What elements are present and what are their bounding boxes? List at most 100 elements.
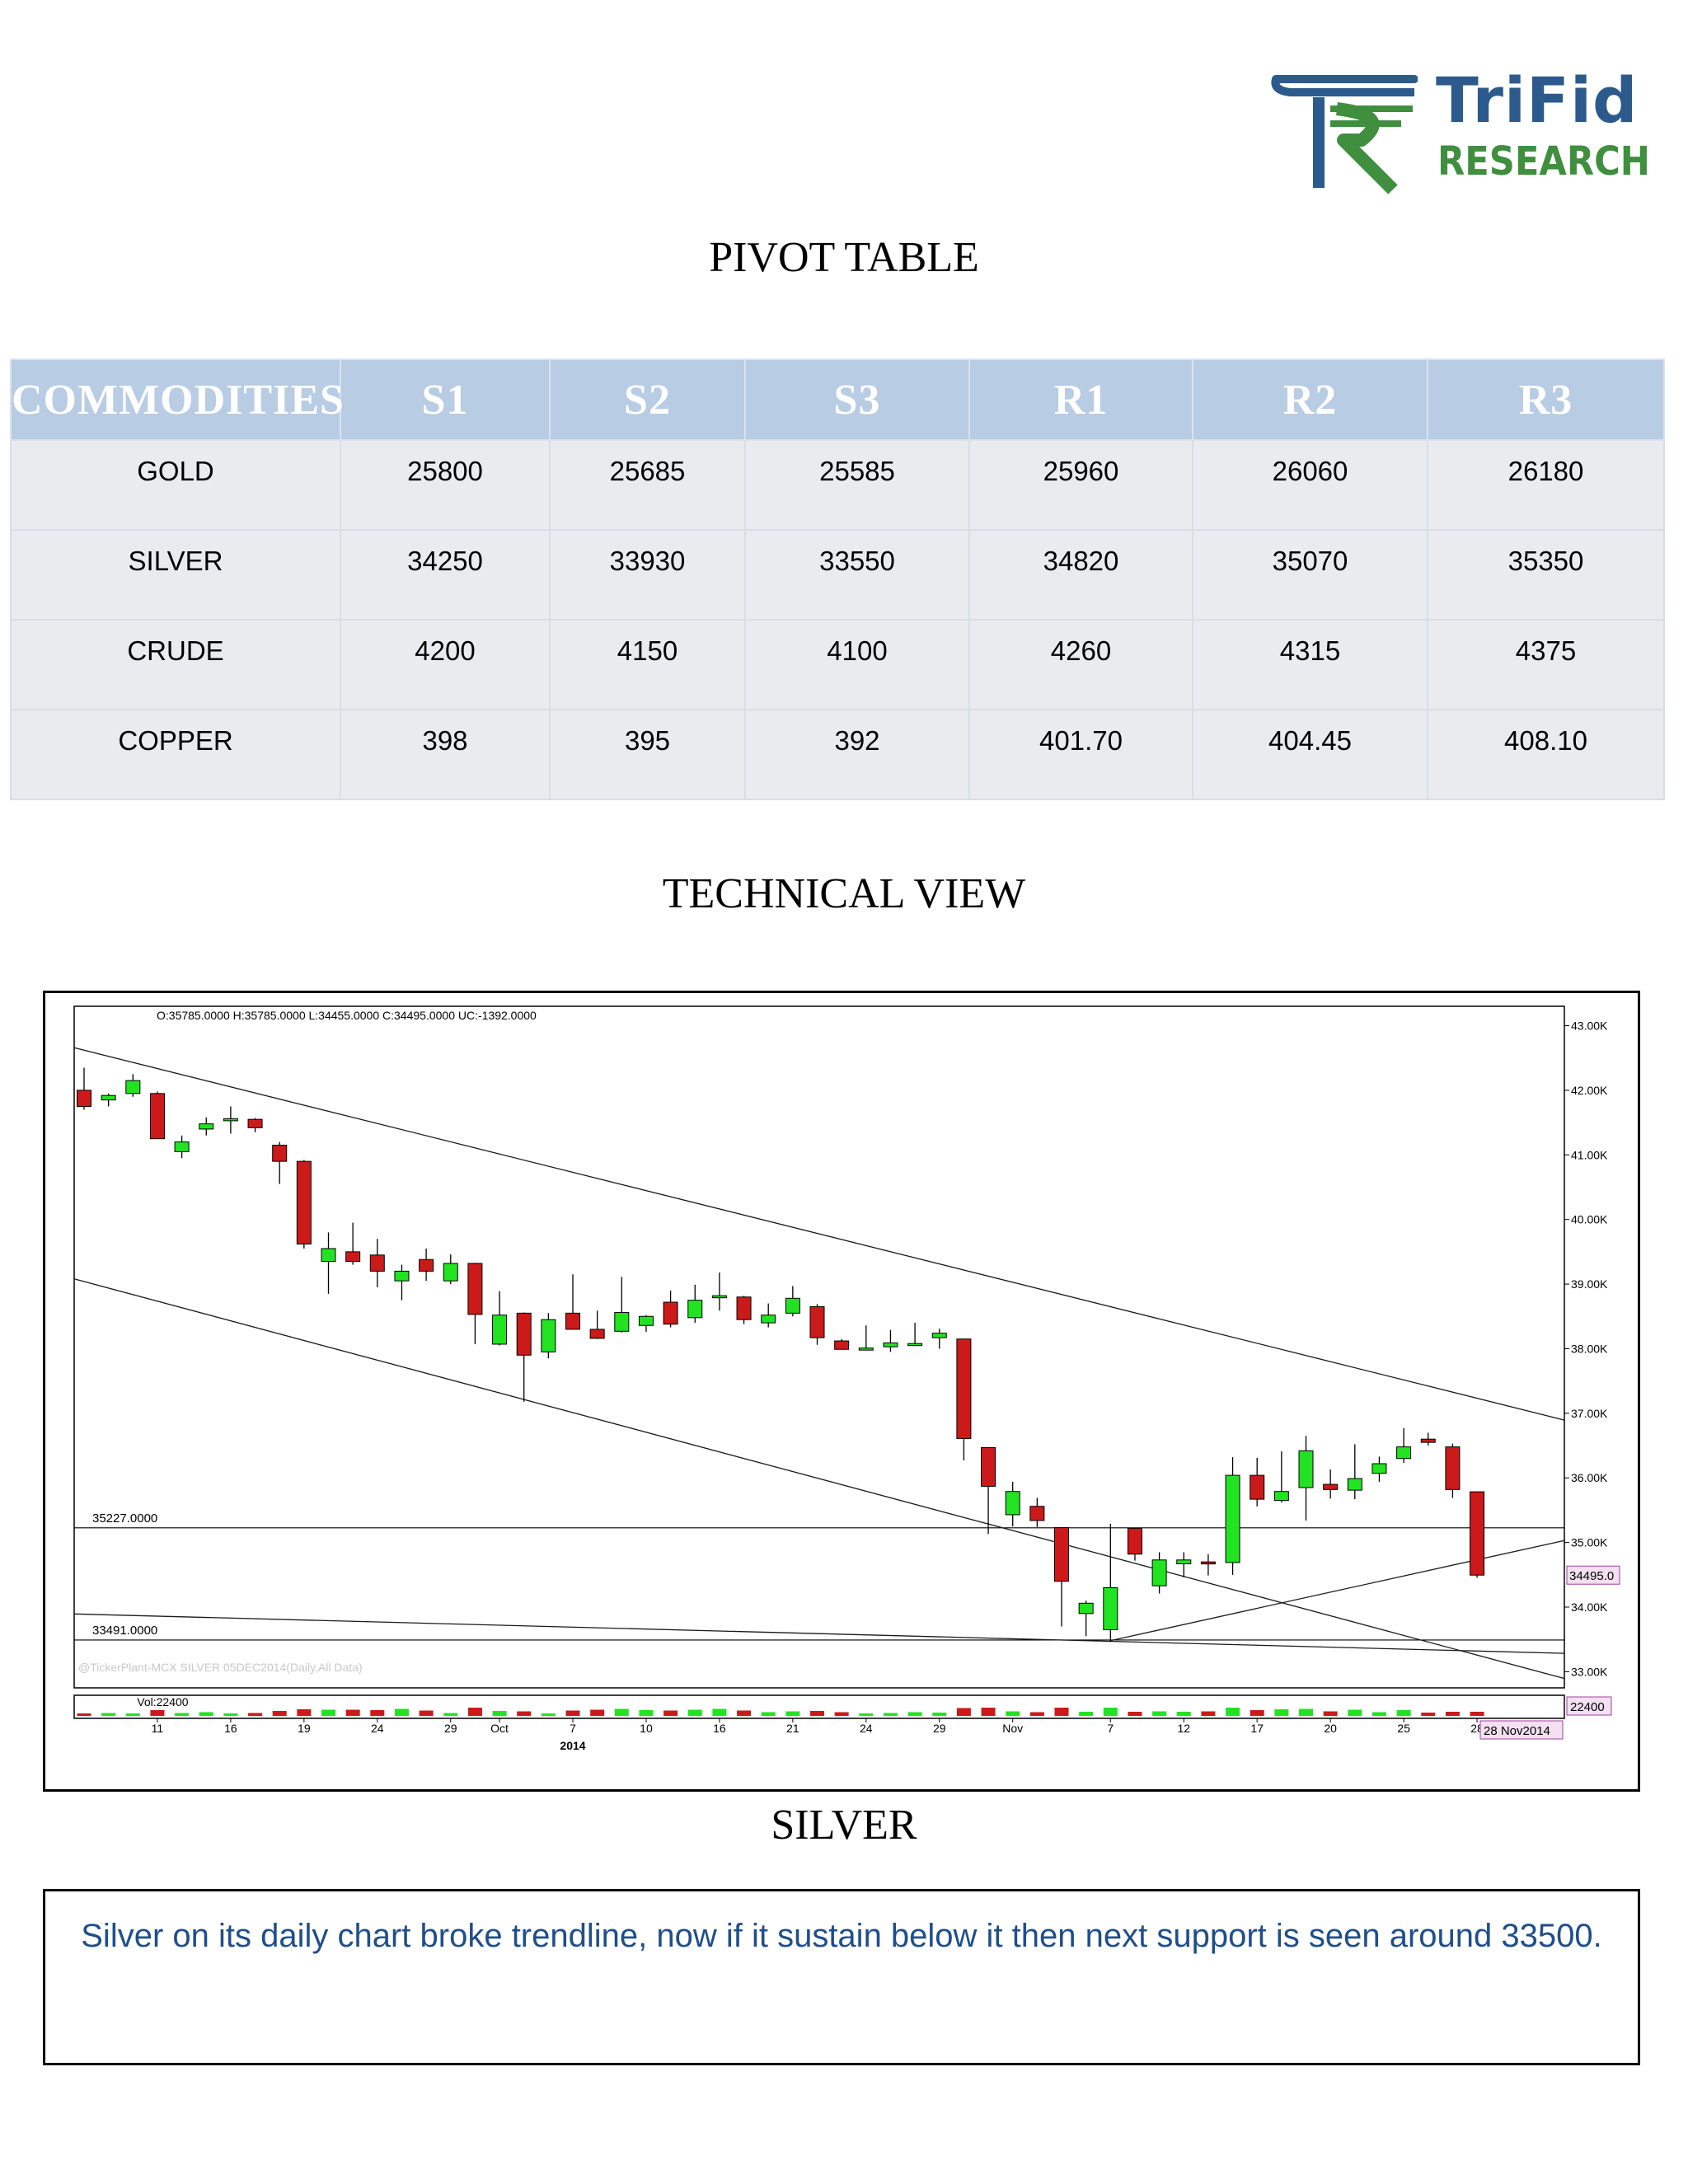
volume-bar [150, 1710, 165, 1716]
candle-body [589, 1329, 605, 1339]
volume-bar [614, 1708, 629, 1716]
candle-body [711, 1295, 727, 1299]
x-tick-label: 29 [933, 1722, 946, 1735]
volume-bar [1006, 1711, 1020, 1716]
candle-body [1420, 1438, 1436, 1443]
column-header-commodities: COMMODITIES [10, 359, 344, 441]
x-tick-label: 21 [786, 1722, 799, 1735]
column-header-s1: S1 [340, 359, 551, 441]
volume-bar [1348, 1709, 1362, 1716]
volume-bar [810, 1711, 824, 1716]
candle-body [931, 1333, 947, 1338]
s2-value: 4150 [549, 619, 746, 710]
x-tick-label: 24 [371, 1722, 384, 1735]
last-price-box [1566, 1565, 1620, 1585]
volume-bar [1372, 1712, 1386, 1716]
volume-bar [248, 1713, 263, 1716]
price-panel [73, 1005, 1565, 1689]
y-tick-label: 37.00K [1571, 1407, 1608, 1420]
candle-body [1470, 1491, 1485, 1576]
candle-body [77, 1090, 91, 1108]
candle-body [565, 1312, 580, 1330]
volume-bar [1226, 1708, 1240, 1716]
candle-body [199, 1123, 214, 1130]
candle-body [443, 1263, 458, 1282]
volume-bar [761, 1712, 776, 1716]
volume-bar [272, 1711, 287, 1716]
volume-bar [419, 1710, 434, 1716]
x-tick-label: 7 [570, 1722, 576, 1735]
candle-body [883, 1342, 898, 1347]
s2-value: 25685 [549, 439, 746, 531]
s3-value: 4100 [744, 619, 970, 710]
x-tick-label: 17 [1250, 1722, 1264, 1735]
silver-chart-frame: 43.00K 42.00K 41.00K 40.00K 39.00K 38.00K 37.0… [43, 991, 1640, 1792]
volume-bar [1323, 1711, 1338, 1716]
pivot-table: COMMODITIES S1 S2 S3 R1 R2 R3 GOLD 25800… [10, 359, 1665, 800]
volume-bar [1152, 1711, 1167, 1716]
s1-value: 398 [340, 709, 551, 800]
volume-bar [1250, 1710, 1264, 1716]
technical-comment: Silver on its daily chart broke trendlin… [81, 1918, 1602, 1954]
volume-bar [297, 1709, 312, 1716]
x-tick-label: 24 [860, 1722, 873, 1735]
candle-body [663, 1301, 678, 1325]
candle-body [296, 1160, 312, 1244]
trifid-logo: TriFid RESEARCH [1269, 69, 1650, 196]
column-header-s2: S2 [549, 359, 746, 441]
volume-bar [785, 1711, 800, 1716]
r3-value: 35350 [1427, 529, 1665, 621]
volume-bar [1079, 1712, 1094, 1716]
candle-body [1029, 1506, 1045, 1521]
technical-comment-box: Silver on its daily chart broke trendlin… [43, 1889, 1640, 2065]
volume-bar [663, 1710, 678, 1716]
volume-bar [492, 1711, 507, 1716]
s1-value: 25800 [340, 439, 551, 531]
candle-body [174, 1141, 190, 1152]
y-tick-label: 34.00K [1571, 1601, 1608, 1614]
volume-bar [907, 1712, 922, 1716]
logo-subtitle: RESEARCH [1437, 138, 1650, 185]
volume-bar [639, 1710, 654, 1716]
r1-value: 34820 [968, 529, 1193, 621]
volume-bar [712, 1708, 727, 1716]
candle-body [101, 1094, 116, 1101]
volume-bar [834, 1712, 849, 1716]
s3-value: 33550 [744, 529, 970, 621]
volume-value-label: 22400 [1570, 1700, 1605, 1714]
candle-body [541, 1319, 556, 1352]
pivot-header-row: COMMODITIES S1 S2 S3 R1 R2 R3 [10, 359, 1665, 441]
y-tick-label: 43.00K [1571, 1019, 1608, 1033]
volume-bar [175, 1713, 190, 1716]
commodity-name: COPPER [10, 709, 341, 800]
commodity-name: SILVER [10, 529, 341, 621]
volume-bar [1054, 1708, 1069, 1716]
candle-body [419, 1258, 434, 1272]
volume-bar [199, 1712, 213, 1716]
candle-body [981, 1446, 996, 1487]
s3-value: 392 [744, 709, 970, 800]
candle-body [1250, 1474, 1265, 1500]
x-tick-label: 29 [444, 1722, 457, 1735]
volume-bar [1274, 1709, 1289, 1716]
candle-body [956, 1338, 972, 1439]
volume-bar [1103, 1708, 1118, 1716]
x-tick-label: 11 [152, 1722, 164, 1735]
x-tick-label: 7 [1107, 1722, 1114, 1735]
candle-body [125, 1080, 141, 1094]
candle-body [1396, 1446, 1412, 1460]
horizontal-level-label: 35227.0000 [92, 1511, 157, 1526]
x-tick-label: 12 [1177, 1722, 1190, 1735]
volume-bar [859, 1713, 874, 1716]
volume-bar [956, 1708, 971, 1716]
r1-value: 25960 [968, 439, 1193, 531]
volume-bar [321, 1709, 335, 1716]
chart-watermark: @TickerPlant-MCX SILVER 05DEC2014(Daily,… [78, 1661, 363, 1674]
candle-body [247, 1118, 263, 1128]
x-tick-label: 25 [1397, 1722, 1410, 1735]
candle-body [1347, 1478, 1362, 1491]
logo-name: TriFid [1436, 63, 1639, 137]
candle-body [1298, 1450, 1314, 1488]
s2-value: 395 [549, 709, 746, 800]
commodity-name: CRUDE [10, 619, 341, 710]
